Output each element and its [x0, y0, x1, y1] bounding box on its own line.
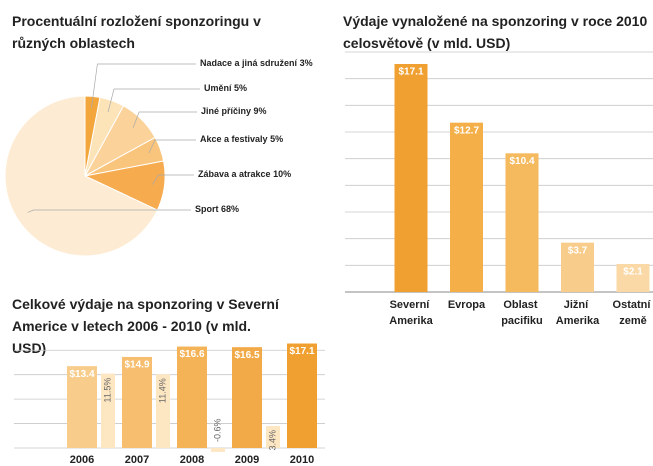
slice-name: Umění: [204, 83, 232, 93]
slice-label: Sport 68%: [195, 204, 239, 214]
value-label: $16.5: [234, 350, 259, 361]
leader-line: [107, 88, 200, 113]
x-tick-label: 2010: [290, 454, 314, 466]
leader-line: [132, 111, 197, 129]
slice-value: 9%: [254, 106, 267, 116]
value-label: $2.1: [623, 267, 643, 278]
x-tick-label: Evropa: [448, 299, 486, 311]
growth-label: 11.5%: [102, 378, 112, 403]
value-label: $17.1: [398, 67, 423, 78]
slice-name: Jiné příčiny: [201, 106, 251, 116]
x-tick-label: 2009: [235, 454, 259, 466]
title-text: Výdaje vynaložené na sponzoring v roce 2…: [343, 13, 651, 51]
value-label: $13.4: [69, 369, 94, 380]
value-label: $12.7: [454, 125, 479, 136]
bar: [616, 264, 650, 292]
x-tick-label: Severní Amerika: [389, 299, 433, 327]
slice-name: Nadace a jiná sdružení: [200, 58, 298, 68]
slice-label: Zábava a atrakce 10%: [198, 169, 291, 179]
x-tick-label: 2008: [180, 454, 204, 466]
slice-value: 3%: [300, 58, 313, 68]
x-tick-label: 2007: [125, 454, 149, 466]
bar: [122, 356, 152, 448]
slice-name: Akce a festivaly: [200, 134, 268, 144]
growth-bar: [266, 426, 280, 448]
title-text: Procentuální rozložení sponzoringu v růz…: [12, 13, 265, 51]
bar: [505, 153, 539, 292]
value-label: $14.9: [124, 360, 149, 371]
growth-bar: [101, 373, 115, 448]
slice-value: 5%: [270, 134, 283, 144]
bar: [394, 64, 428, 292]
slice-name: Zábava a atrakce: [198, 169, 271, 179]
slice-label: Umění 5%: [204, 83, 247, 93]
slice-value: 68%: [221, 204, 239, 214]
growth-label: 3.4%: [267, 430, 277, 451]
growth-label: -0.6%: [212, 418, 222, 442]
x-tick-label: Jižní Amerika: [556, 299, 600, 327]
growth-bar: [156, 374, 170, 448]
slice-value: 10%: [273, 169, 291, 179]
leader-line: [27, 209, 191, 213]
leader-line: [91, 63, 196, 109]
x-tick-label: Ostatní země: [613, 299, 653, 327]
bar: [232, 347, 262, 448]
slice-value: 5%: [234, 83, 247, 93]
leader-line: [148, 139, 196, 154]
growth-label: 11.4%: [157, 378, 167, 403]
bar: [287, 343, 317, 448]
value-label: $10.4: [509, 156, 534, 167]
growth-bar: [211, 448, 225, 452]
leader-line: [152, 174, 194, 185]
slice-name: Sport: [195, 204, 219, 214]
value-label: $16.6: [179, 349, 204, 360]
slice-label: Akce a festivaly 5%: [200, 134, 283, 144]
value-label: $3.7: [568, 245, 588, 256]
title-text: Celkové výdaje na sponzoring v Severní A…: [12, 296, 283, 356]
bar: [67, 366, 97, 448]
slice-label: Jiné příčiny 9%: [201, 106, 267, 116]
x-tick-label: Oblast pacifiku: [501, 299, 543, 327]
pie-slice: [4, 95, 159, 257]
x-tick-label: 2006: [70, 454, 94, 466]
bar: [561, 242, 594, 292]
value-label: $17.1: [289, 346, 314, 357]
slice-label: Nadace a jiná sdružení 3%: [200, 58, 313, 68]
bar: [450, 122, 483, 293]
bar: [177, 346, 207, 448]
